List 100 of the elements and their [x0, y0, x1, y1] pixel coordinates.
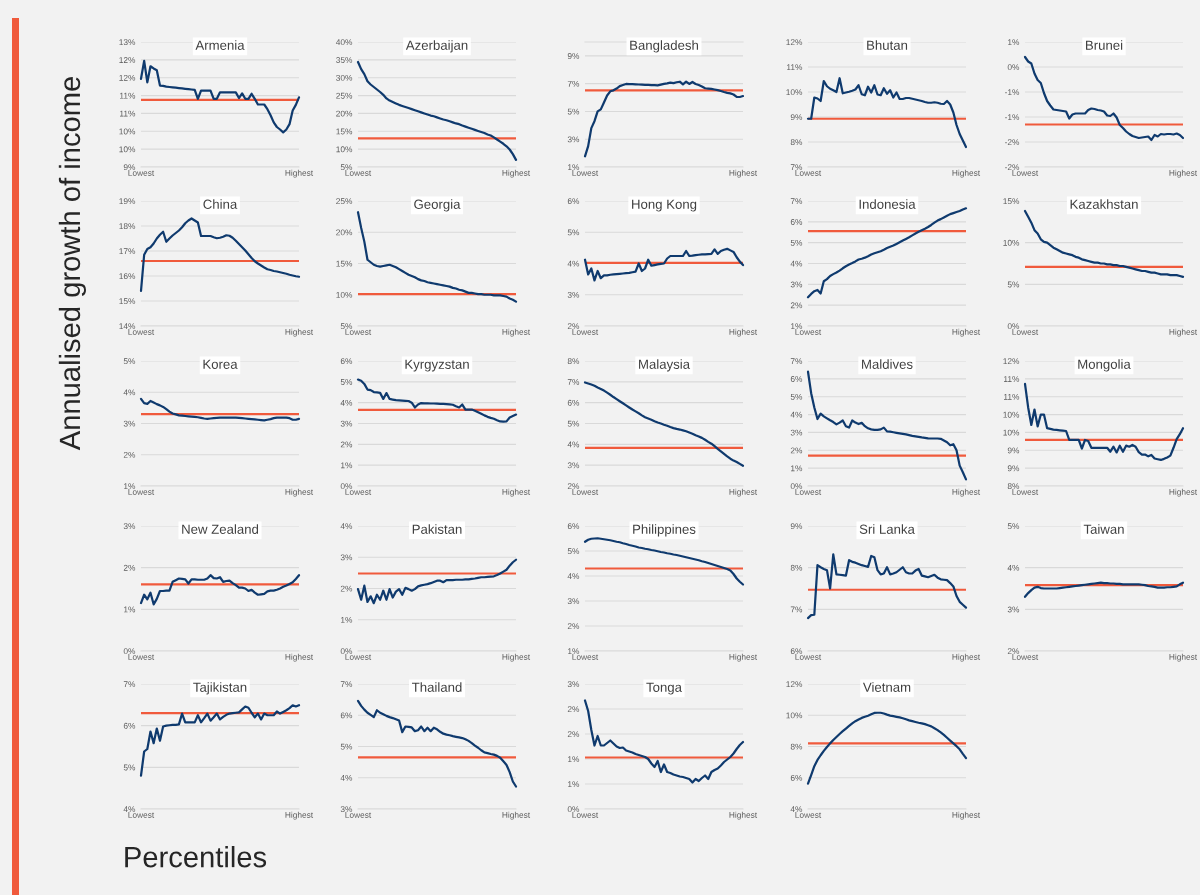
y-tick-label: 0%	[567, 806, 580, 813]
x-tick-label: Highest	[952, 169, 981, 178]
y-tick-label: 3%	[567, 681, 580, 688]
y-tick-label: 4%	[340, 399, 353, 406]
line-series	[356, 60, 518, 161]
y-tick-label: 25%	[336, 92, 353, 99]
y-tick-label: 10%	[786, 89, 803, 96]
y-axis-title: Annualised growth of income	[58, 77, 86, 451]
x-tick-label: Lowest	[795, 329, 822, 335]
y-tick-label: 4%	[340, 523, 353, 530]
y-tick-label: 2%	[567, 706, 580, 713]
x-tick-label: Lowest	[128, 489, 155, 495]
y-tick-label: 5%	[340, 743, 353, 750]
x-tick-label: Highest	[285, 488, 314, 497]
x-tick-label: Lowest	[572, 170, 599, 176]
y-tick-label: 0%	[1007, 323, 1020, 330]
y-tick-label: 2%	[123, 451, 136, 458]
line-series	[356, 699, 518, 788]
y-tick-label: 9%	[567, 53, 580, 59]
x-tick-label: Highest	[502, 169, 531, 178]
y-tick-label: 4%	[123, 389, 136, 396]
y-tick-label: 7%	[790, 358, 803, 365]
y-tick-label: 4%	[567, 260, 580, 267]
chart-title: Maldives	[862, 359, 913, 369]
y-tick-label: 5%	[340, 379, 353, 385]
chart-title: Kazakhstan	[1070, 199, 1138, 209]
y-tick-label: 5%	[567, 420, 580, 427]
x-tick-label: Highest	[285, 328, 314, 337]
y-tick-label: 5%	[1007, 523, 1020, 530]
x-tick-label: Lowest	[795, 654, 822, 660]
y-tick-label: -1%	[1005, 114, 1020, 121]
line-series	[139, 217, 301, 293]
x-tick-label: Highest	[285, 653, 314, 662]
y-tick-label: 3%	[340, 806, 353, 813]
chart-title: Bhutan	[867, 40, 908, 50]
chart-title: Malaysia	[639, 359, 691, 372]
y-tick-label: 1%	[1008, 39, 1020, 46]
y-tick-label: 15%	[336, 128, 353, 135]
y-tick-label: 8%	[790, 564, 803, 571]
y-tick-label: 4%	[790, 411, 803, 418]
x-tick-label: Lowest	[345, 489, 372, 495]
y-tick-label: 3%	[567, 136, 580, 143]
x-tick-label: Highest	[952, 488, 981, 497]
x-tick-label: Highest	[952, 653, 981, 662]
y-tick-label: 6%	[790, 774, 803, 781]
y-tick-label: 5%	[123, 764, 136, 771]
y-tick-label: 2%	[790, 447, 803, 454]
x-tick-label: Highest	[502, 488, 531, 497]
x-tick-label: Highest	[729, 169, 758, 178]
line-series	[583, 699, 745, 784]
line-series	[1023, 209, 1185, 278]
y-tick-label: 6%	[567, 399, 580, 406]
y-tick-label: 11%	[1004, 376, 1020, 382]
y-tick-label: 6%	[123, 722, 136, 729]
x-tick-label: Highest	[285, 811, 314, 820]
line-series	[139, 59, 301, 134]
y-tick-label: 13%	[119, 39, 136, 46]
y-tick-label: 14%	[119, 323, 136, 330]
y-tick-label: 0%	[790, 483, 803, 490]
y-tick-label: 2%	[340, 585, 353, 592]
chart-title: Philippines	[633, 524, 696, 537]
y-tick-label: 6%	[340, 712, 353, 719]
line-series	[806, 77, 968, 149]
y-tick-label: -2%	[1005, 164, 1020, 171]
chart-title: Georgia	[414, 199, 461, 212]
x-tick-label: Highest	[1169, 653, 1198, 662]
y-tick-label: 1%	[791, 465, 803, 472]
y-tick-label: 7%	[790, 198, 803, 205]
y-tick-label: 20%	[336, 110, 353, 117]
y-tick-label: 3%	[340, 554, 353, 561]
y-tick-label: 11%	[120, 110, 136, 117]
chart-title: New Zealand	[182, 524, 259, 534]
y-tick-label: 2%	[340, 441, 353, 448]
chart-title: Bangladesh	[630, 40, 698, 53]
chart-title: China	[203, 199, 238, 209]
y-tick-label: 2%	[790, 302, 803, 309]
chart-title: Korea	[203, 359, 238, 369]
chart-title: Azerbaijan	[405, 40, 468, 53]
x-tick-label: Lowest	[345, 654, 372, 660]
y-tick-label: 5%	[567, 229, 580, 236]
chart-title: Brunei	[1086, 40, 1123, 50]
chart-title: Kyrgyzstan	[405, 359, 469, 372]
y-tick-label: 5%	[340, 164, 353, 171]
x-tick-label: Highest	[1169, 488, 1198, 497]
y-tick-label: 6%	[567, 523, 580, 530]
x-tick-label: Lowest	[1012, 329, 1039, 335]
y-tick-label: 35%	[336, 57, 353, 63]
y-tick-label: 7%	[567, 80, 580, 87]
y-tick-label: -2%	[1005, 139, 1020, 146]
y-tick-label: 12%	[786, 681, 803, 688]
x-tick-label: Lowest	[572, 489, 599, 495]
y-tick-label: 4%	[790, 806, 803, 813]
chart-title: Thailand	[411, 682, 462, 692]
x-axis-title: Percentiles	[125, 846, 267, 868]
y-tick-label: 7%	[790, 606, 803, 613]
x-tick-label: Lowest	[795, 812, 822, 818]
y-tick-label: 4%	[567, 573, 580, 580]
y-tick-label: 4%	[123, 806, 136, 813]
y-tick-label: 3%	[123, 420, 136, 427]
y-tick-label: 5%	[567, 548, 580, 555]
